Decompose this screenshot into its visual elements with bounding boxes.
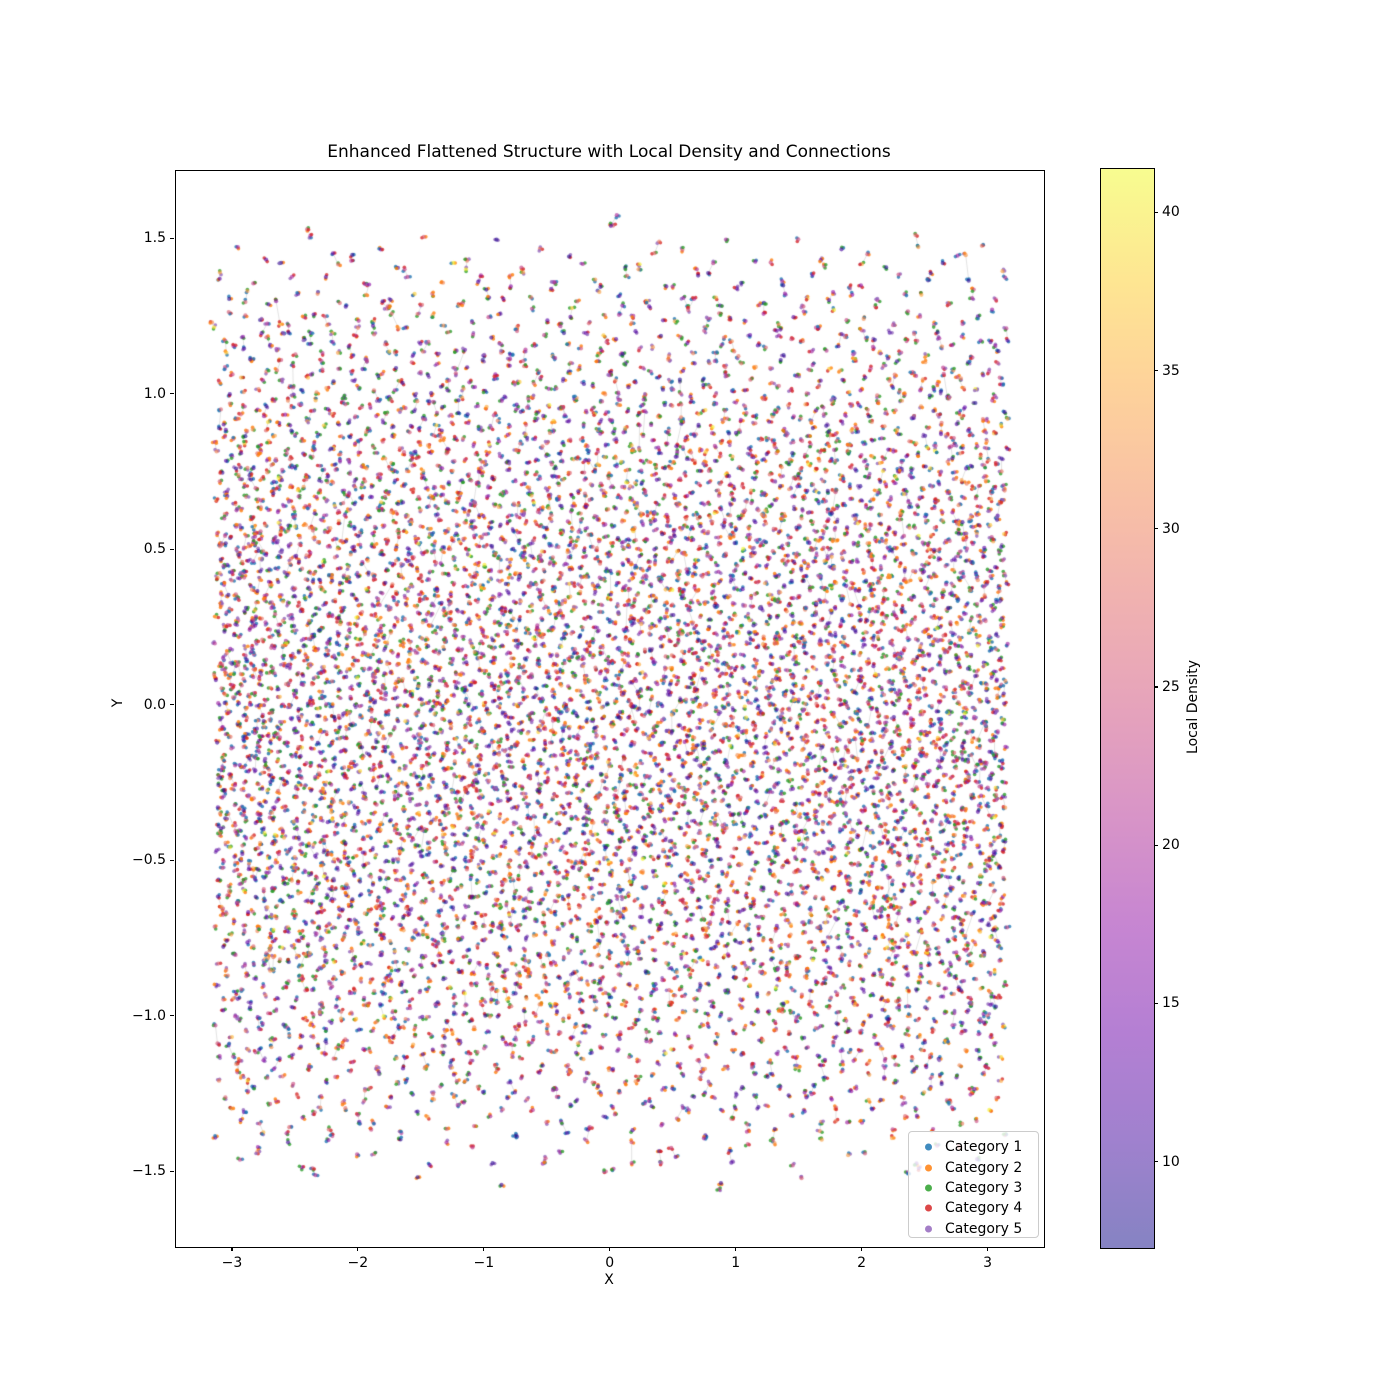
y-tick-mark bbox=[169, 548, 174, 550]
y-tick-mark bbox=[169, 704, 174, 706]
colorbar-tick-mark bbox=[1154, 1002, 1159, 1004]
y-tick-label: 0.5 bbox=[143, 541, 166, 558]
y-tick-mark bbox=[169, 859, 174, 861]
x-tick-mark bbox=[231, 1247, 233, 1252]
x-axis-label: X bbox=[604, 1272, 614, 1288]
y-tick-label: −0.5 bbox=[132, 852, 166, 869]
x-tick-mark bbox=[483, 1247, 485, 1252]
legend: Category 1 Category 2 Category 3 Category 4… bbox=[908, 1131, 1039, 1238]
chart-title: Enhanced Flattened Structure with Local … bbox=[327, 142, 891, 162]
colorbar-tick-label: 15 bbox=[1162, 995, 1180, 1012]
colorbar bbox=[1100, 168, 1155, 1249]
x-tick-label: 2 bbox=[857, 1255, 867, 1271]
legend-label: Category 4 bbox=[945, 1200, 1023, 1217]
colorbar-tick-mark bbox=[1154, 1160, 1159, 1163]
y-axis-label: Y bbox=[110, 698, 126, 708]
x-tick-mark bbox=[357, 1247, 359, 1252]
colorbar-tick-mark bbox=[1154, 369, 1159, 372]
y-tick-mark bbox=[169, 1170, 174, 1172]
colorbar-tick-label: 10 bbox=[1162, 1153, 1180, 1170]
legend-entry: Category 2 bbox=[909, 1157, 1038, 1177]
legend-marker-dot bbox=[925, 1225, 932, 1233]
y-tick-label: 1.0 bbox=[143, 385, 166, 402]
legend-marker-dot bbox=[925, 1143, 932, 1151]
legend-marker-dot bbox=[925, 1184, 932, 1192]
legend-marker-dot bbox=[925, 1164, 932, 1172]
y-tick-label: −1.5 bbox=[132, 1163, 166, 1180]
legend-marker-dot bbox=[925, 1204, 932, 1212]
x-tick-label: −3 bbox=[221, 1255, 243, 1271]
colorbar-tick-label: 25 bbox=[1162, 678, 1180, 695]
x-tick-label: −2 bbox=[347, 1255, 369, 1271]
x-tick-label: −1 bbox=[473, 1255, 495, 1271]
legend-entry: Category 1 bbox=[909, 1137, 1038, 1157]
x-tick-label: 0 bbox=[605, 1255, 615, 1271]
y-tick-label: 0.0 bbox=[143, 696, 166, 713]
colorbar-tick-label: 30 bbox=[1162, 520, 1180, 537]
colorbar-tick-mark bbox=[1154, 211, 1159, 213]
legend-entry: Category 4 bbox=[909, 1198, 1038, 1218]
legend-label: Category 2 bbox=[945, 1159, 1023, 1176]
y-tick-mark bbox=[169, 237, 174, 239]
colorbar-tick-mark bbox=[1154, 844, 1159, 846]
colorbar-label: Local Density bbox=[1185, 660, 1201, 754]
colorbar-tick-label: 35 bbox=[1162, 362, 1180, 379]
scatter-canvas bbox=[176, 171, 1044, 1247]
plot-area bbox=[175, 170, 1045, 1248]
legend-entry: Category 3 bbox=[909, 1178, 1038, 1198]
x-tick-mark bbox=[735, 1247, 737, 1252]
x-tick-label: 3 bbox=[983, 1255, 993, 1271]
x-tick-mark bbox=[861, 1247, 863, 1252]
colorbar-tick-mark bbox=[1154, 528, 1159, 530]
y-tick-label: −1.0 bbox=[132, 1007, 166, 1024]
colorbar-tick-mark bbox=[1154, 686, 1159, 688]
colorbar-gradient bbox=[1101, 169, 1154, 1248]
x-tick-label: 1 bbox=[731, 1255, 741, 1271]
y-tick-mark bbox=[169, 393, 174, 395]
x-tick-mark bbox=[986, 1247, 989, 1252]
y-tick-label: 1.5 bbox=[143, 230, 166, 247]
y-tick-mark bbox=[169, 1015, 174, 1017]
legend-label: Category 3 bbox=[945, 1179, 1023, 1196]
x-tick-mark bbox=[609, 1247, 611, 1252]
legend-label: Category 5 bbox=[945, 1220, 1023, 1237]
legend-entry: Category 5 bbox=[909, 1219, 1038, 1239]
legend-label: Category 1 bbox=[945, 1139, 1023, 1156]
colorbar-tick-label: 40 bbox=[1162, 204, 1180, 221]
colorbar-tick-label: 20 bbox=[1162, 837, 1180, 854]
